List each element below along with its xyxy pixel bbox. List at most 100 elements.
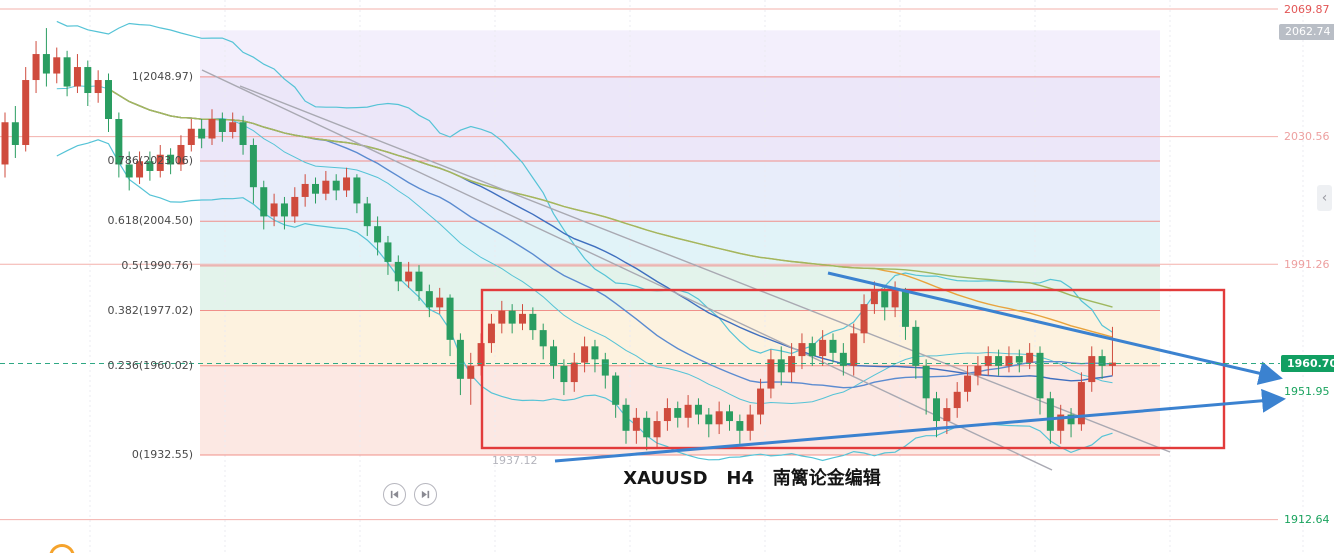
candle-body bbox=[260, 187, 268, 217]
candle-body bbox=[280, 203, 288, 217]
panel-collapse-button[interactable]: ‹ bbox=[1317, 185, 1332, 211]
candle-body bbox=[363, 203, 371, 227]
candle-body bbox=[177, 144, 185, 165]
candle-body bbox=[591, 346, 599, 360]
candle-body bbox=[984, 356, 992, 366]
candle-body bbox=[901, 291, 909, 327]
candle-body bbox=[115, 119, 123, 165]
candle-body bbox=[643, 417, 651, 438]
candle-body bbox=[705, 414, 713, 425]
current-price-badge: 1960.70 bbox=[1281, 355, 1334, 373]
fib-level-label: 0.236(1960.02) bbox=[107, 358, 193, 372]
candle-body bbox=[943, 408, 951, 422]
price-axis-label: 1991.26 bbox=[1284, 257, 1330, 271]
fib-level-label: 0.618(2004.50) bbox=[107, 214, 193, 228]
candle-body bbox=[560, 365, 568, 383]
candle-body bbox=[218, 119, 226, 132]
skip-to-end-icon bbox=[421, 490, 430, 499]
fib-level-label: 0.786(2023.06) bbox=[107, 154, 193, 168]
candle-body bbox=[198, 128, 206, 139]
candle-body bbox=[270, 203, 278, 217]
candle-body bbox=[539, 330, 547, 347]
candle-body bbox=[850, 333, 858, 366]
candle-body bbox=[42, 54, 50, 74]
trend-arrow[interactable] bbox=[827, 271, 1283, 385]
fib-band bbox=[200, 30, 1160, 77]
candle-body bbox=[891, 291, 899, 308]
candle-body bbox=[829, 339, 837, 353]
candle-body bbox=[332, 180, 340, 191]
candle-body bbox=[1057, 414, 1065, 431]
candle-body bbox=[1077, 382, 1085, 425]
fib-level-label: 0(1932.55) bbox=[131, 447, 193, 461]
fib-band bbox=[200, 161, 1160, 222]
candle-body bbox=[53, 57, 61, 74]
candle-body bbox=[1015, 356, 1023, 363]
candle-body bbox=[529, 313, 537, 331]
candle-body bbox=[684, 404, 692, 418]
candle-body bbox=[974, 365, 982, 376]
candle-body bbox=[663, 408, 671, 422]
candle-body bbox=[84, 67, 92, 94]
candle-body bbox=[1108, 362, 1116, 366]
candle-body bbox=[933, 398, 940, 422]
candle-body bbox=[912, 326, 920, 366]
candle-body bbox=[881, 291, 889, 308]
candle-body bbox=[1036, 352, 1044, 399]
candle-body bbox=[870, 291, 878, 305]
candle-body bbox=[715, 411, 723, 425]
candle-body bbox=[467, 365, 475, 379]
candle-body bbox=[508, 310, 516, 324]
go-to-end-button[interactable] bbox=[414, 483, 437, 506]
candle-body bbox=[249, 144, 257, 188]
candle-body bbox=[839, 352, 847, 366]
candle-body bbox=[757, 388, 765, 415]
candle-body bbox=[995, 356, 1003, 366]
trend-line[interactable] bbox=[239, 85, 1171, 453]
bollinger-upper-band bbox=[56, 20, 1113, 355]
candle-body bbox=[550, 346, 558, 366]
candle-body bbox=[632, 417, 640, 431]
fib-band bbox=[200, 265, 1160, 311]
candle-body bbox=[612, 375, 620, 405]
candle-body bbox=[487, 323, 495, 344]
candle-body bbox=[860, 304, 868, 334]
candle-body bbox=[405, 271, 413, 282]
candle-body bbox=[601, 359, 609, 376]
candle-body bbox=[777, 359, 785, 373]
candle-body bbox=[798, 343, 806, 357]
candle-body bbox=[1098, 356, 1106, 366]
price-axis-label: 2030.56 bbox=[1284, 130, 1330, 144]
candle-body bbox=[22, 80, 30, 145]
candle-body bbox=[384, 242, 392, 262]
candle-body bbox=[301, 183, 309, 197]
price-axis-label-high: 2069.87 bbox=[1284, 2, 1330, 16]
candle-body bbox=[312, 183, 319, 194]
candle-body bbox=[73, 67, 81, 87]
sma100-line bbox=[108, 88, 1113, 308]
candle-body bbox=[239, 122, 247, 145]
candle-body bbox=[788, 356, 796, 373]
candle-body bbox=[746, 414, 754, 431]
highlight-rectangle[interactable] bbox=[480, 288, 1226, 450]
trend-arrow[interactable] bbox=[554, 388, 1286, 463]
candle-body bbox=[1, 122, 9, 165]
candle-body bbox=[415, 271, 423, 292]
candle-body bbox=[1026, 352, 1034, 363]
go-to-start-button[interactable] bbox=[383, 483, 406, 506]
fib-level-label: 0.382(1977.02) bbox=[107, 303, 193, 317]
candle-body bbox=[674, 408, 682, 418]
candle-body bbox=[374, 226, 382, 243]
candle-body bbox=[156, 154, 164, 171]
candle-body bbox=[291, 196, 299, 217]
candle-body bbox=[1067, 414, 1075, 425]
candle-body bbox=[11, 122, 19, 145]
chart-title: XAUUSD H4 南篱论金编辑 bbox=[623, 468, 881, 489]
candle-body bbox=[136, 161, 144, 178]
candle-body bbox=[498, 310, 506, 324]
trend-line[interactable] bbox=[201, 69, 1053, 471]
price-axis-label-marker: 2062.74 bbox=[1279, 24, 1334, 41]
candle-body bbox=[808, 343, 816, 357]
